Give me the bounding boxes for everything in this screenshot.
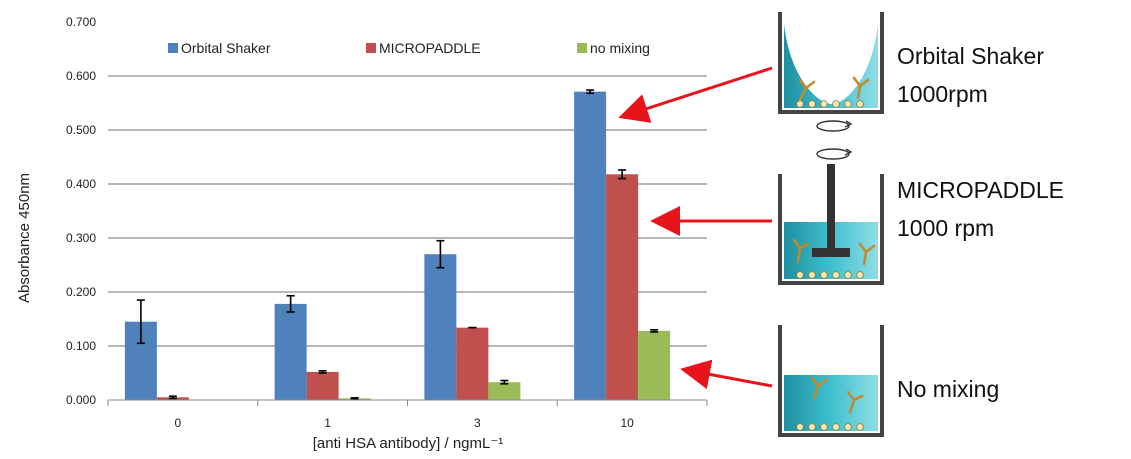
legend-swatch <box>577 43 587 53</box>
bar-no-mixing <box>488 382 521 400</box>
y-tick-label: 0.500 <box>66 123 96 137</box>
bar-no-mixing <box>638 330 671 400</box>
no-mixing-illustration <box>778 325 884 437</box>
orbital-label-line2: 1000rpm <box>897 81 988 107</box>
micropaddle-label-line2: 1000 rpm <box>897 215 994 241</box>
bar-orbital-shaker <box>274 303 307 400</box>
x-tick-label: 1 <box>324 416 331 430</box>
legend-label: MICROPADDLE <box>379 40 481 56</box>
arrow-nomixing <box>680 359 773 390</box>
paddle-shaft <box>827 164 835 250</box>
mixing-illustrations: Orbital Shaker 1000rpm MICROPADDLE 1000 … <box>618 12 1064 437</box>
orbital-beaker-wall <box>778 12 884 114</box>
beads <box>796 100 864 108</box>
orbital-shaker-illustration <box>778 12 884 114</box>
paddle-beaker-wall <box>778 174 884 285</box>
x-tick-labels: 0 1 3 10 <box>107 400 708 430</box>
y-tick-label: 0.700 <box>66 15 96 29</box>
antibody-icon <box>810 376 864 414</box>
beads <box>796 271 864 279</box>
nomix-liquid <box>784 375 878 431</box>
legend-label: Orbital Shaker <box>181 40 271 56</box>
bar-micropaddle <box>456 327 489 400</box>
bars <box>124 91 671 400</box>
bar-micropaddle <box>606 174 639 400</box>
orbital-label-line1: Orbital Shaker <box>897 43 1044 69</box>
legend: Orbital Shaker MICROPADDLE no mixing <box>168 40 650 56</box>
bar-orbital-shaker <box>574 91 607 400</box>
y-tick-label: 0.300 <box>66 231 96 245</box>
y-tick-label: 0.100 <box>66 339 96 353</box>
arrow-orbital <box>618 66 773 123</box>
bar-micropaddle <box>306 371 339 400</box>
y-tick-labels: 0.000 0.100 0.200 0.300 0.400 0.500 0.600 0.700 <box>66 15 96 407</box>
x-axis-title: [anti HSA antibody] / ngmL⁻¹ <box>313 435 504 452</box>
antibody-icon <box>798 76 870 102</box>
x-tick-label: 3 <box>474 416 481 430</box>
beads <box>796 423 864 431</box>
y-tick-label: 0.200 <box>66 285 96 299</box>
legend-swatch <box>168 43 178 53</box>
legend-swatch <box>366 43 376 53</box>
legend-label: no mixing <box>590 40 650 56</box>
micropaddle-illustration <box>778 164 884 285</box>
annotation-arrows <box>618 66 773 390</box>
y-tick-label: 0.600 <box>66 69 96 83</box>
y-tick-label: 0.000 <box>66 393 96 407</box>
y-axis-title: Absorbance 450nm <box>16 173 33 303</box>
paddle-blade <box>812 248 850 257</box>
micropaddle-label-line1: MICROPADDLE <box>897 177 1064 203</box>
bar-chart: 0.000 0.100 0.200 0.300 0.400 0.500 0.600 0.700… <box>16 15 708 452</box>
rotation-arrow-icon <box>816 120 853 160</box>
nomixing-label: No mixing <box>897 376 999 402</box>
y-tick-label: 0.400 <box>66 177 96 191</box>
antibody-icon <box>792 238 876 266</box>
x-tick-label: 0 <box>175 416 182 430</box>
x-tick-label: 10 <box>620 416 634 430</box>
bar-orbital-shaker <box>424 254 457 400</box>
orbital-liquid-vortex <box>784 24 878 108</box>
nomix-beaker-wall <box>778 325 884 437</box>
error-bars <box>136 89 659 400</box>
